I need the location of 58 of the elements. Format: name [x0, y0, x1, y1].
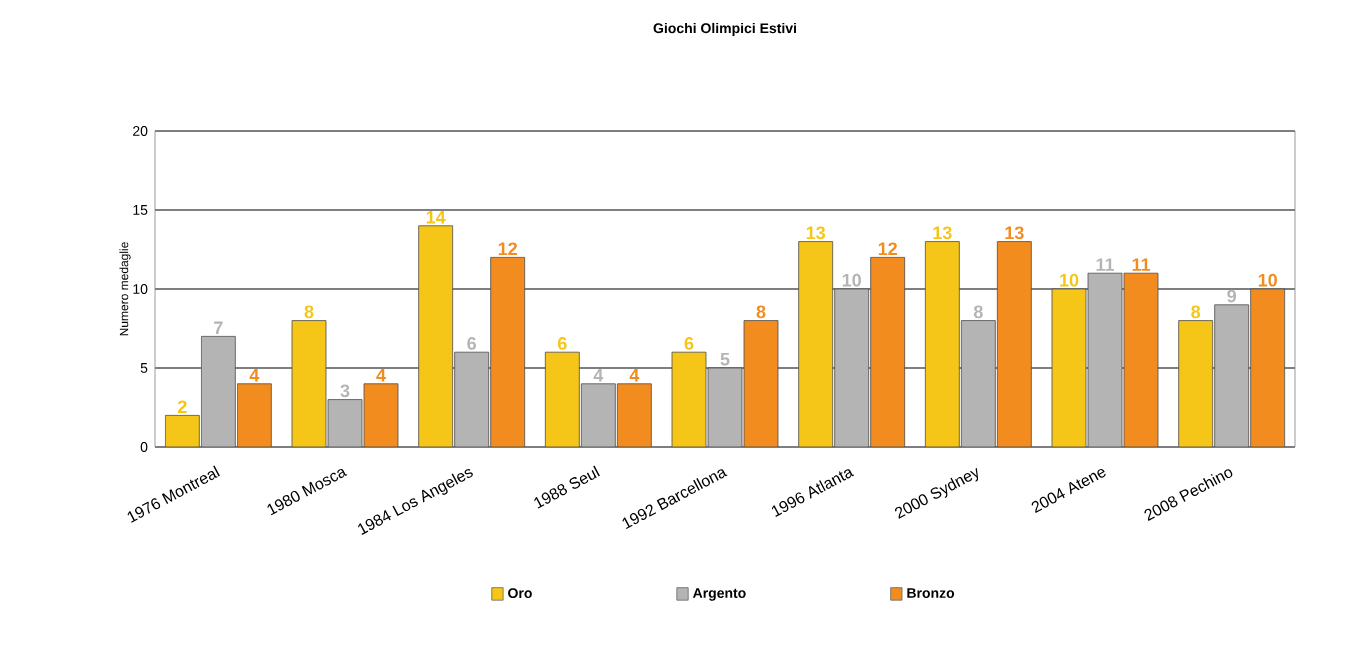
data-label: 6	[557, 337, 567, 350]
bar	[580, 383, 616, 447]
data-label: 11	[1132, 258, 1151, 271]
data-label: 2	[177, 400, 187, 413]
data-label: 9	[1227, 289, 1237, 303]
data-label: 7	[214, 321, 223, 334]
data-label: 8	[1191, 305, 1201, 319]
bar	[1250, 288, 1286, 447]
x-tick-label: 2004 Atene	[1031, 468, 1106, 513]
y-tick-label: 5	[140, 363, 148, 373]
bar	[616, 383, 652, 447]
data-label: 3	[340, 384, 350, 398]
bar	[200, 335, 236, 447]
bar	[327, 399, 363, 447]
data-label: 12	[878, 242, 897, 255]
data-label: 11	[1096, 258, 1115, 271]
chart-title: Giochi Olimpici Estivi	[653, 22, 796, 36]
data-label: 8	[973, 305, 983, 319]
data-label: 13	[933, 226, 952, 240]
legend-label: Oro	[508, 588, 532, 599]
bar	[490, 256, 526, 447]
x-tick-label: 1988 Seul	[534, 465, 600, 509]
data-label: 10	[842, 273, 861, 287]
data-label: 6	[467, 337, 477, 350]
data-label: 12	[498, 242, 517, 255]
data-label: 10	[1060, 273, 1079, 287]
data-label: 5	[720, 353, 730, 366]
legend-label: Argento	[692, 588, 746, 601]
legend-label: Bronzo	[907, 588, 955, 598]
y-tick-label: 15	[133, 205, 148, 215]
data-label: 13	[806, 226, 826, 240]
bar	[1214, 304, 1250, 447]
bar	[236, 383, 272, 447]
y-axis-title: Numero medaglie	[119, 242, 131, 336]
bar	[996, 241, 1032, 447]
bar	[707, 367, 743, 447]
data-label: 4	[376, 369, 386, 382]
bar	[363, 383, 399, 447]
bar	[1123, 272, 1159, 447]
data-label: 8	[304, 305, 314, 319]
data-label: 13	[1005, 226, 1024, 240]
x-tick-label: 1980 Mosca	[267, 468, 348, 516]
y-tick-label: 0	[140, 442, 148, 452]
bar	[960, 320, 996, 447]
data-label: 4	[593, 369, 604, 382]
data-label: 10	[1258, 273, 1277, 287]
bar	[1087, 272, 1123, 447]
y-tick-label: 20	[133, 126, 148, 136]
data-label: 14	[426, 211, 446, 224]
bar	[743, 320, 779, 447]
data-label: 6	[684, 337, 694, 350]
data-label: 4	[249, 369, 260, 382]
bar	[454, 351, 490, 447]
bar	[870, 256, 906, 447]
y-tick-label: 10	[133, 284, 148, 294]
data-label: 8	[756, 305, 766, 319]
bar	[834, 288, 870, 447]
data-label: 4	[629, 369, 640, 382]
